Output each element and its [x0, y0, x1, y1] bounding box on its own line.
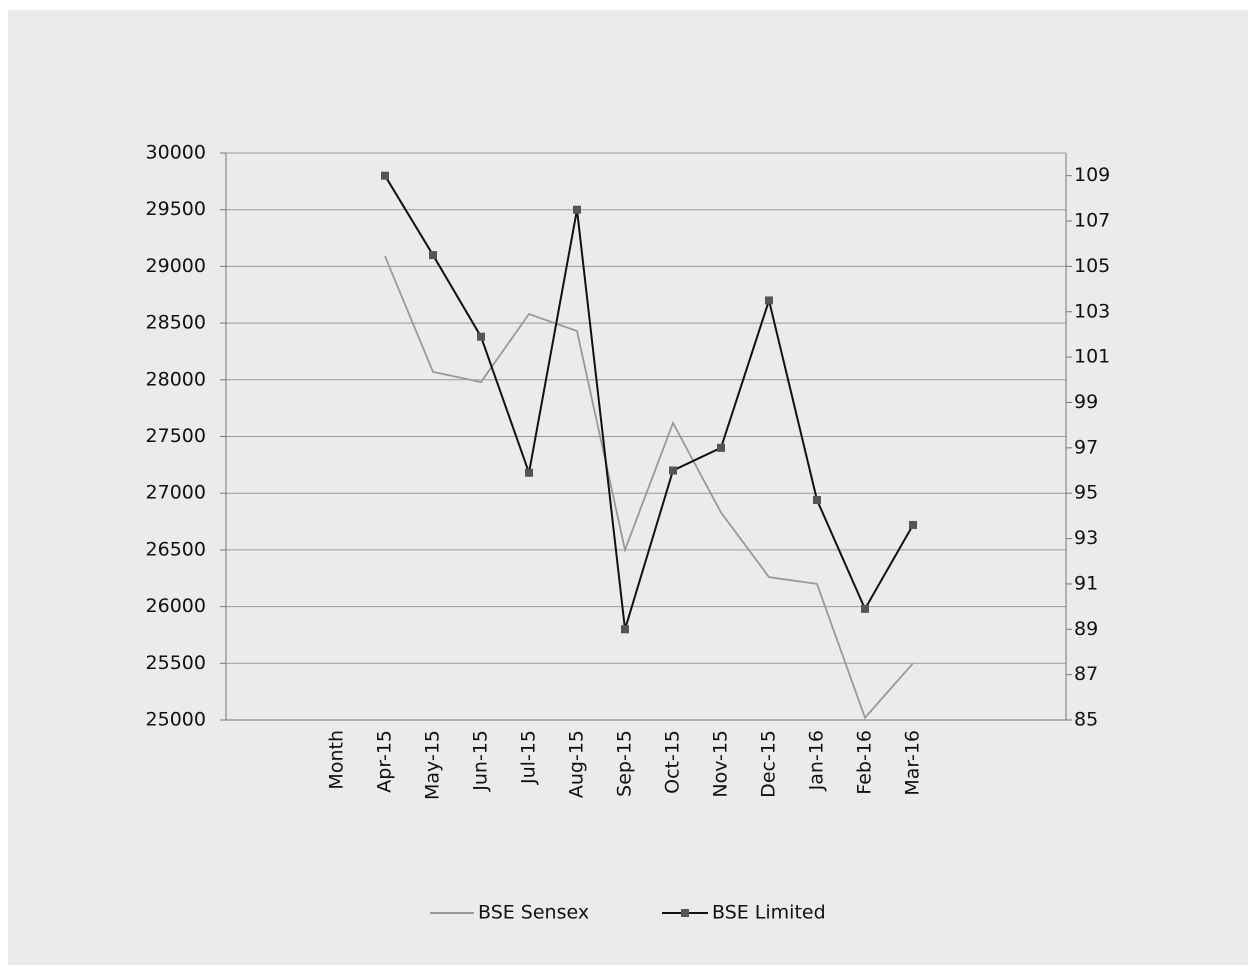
plot-area	[381, 171, 917, 720]
y2-tick-label: 107	[1074, 210, 1110, 232]
x-tick-label: Mar-16	[902, 730, 924, 796]
x-tick-label: Feb-16	[854, 730, 876, 795]
y-tick-label: 28000	[146, 368, 206, 390]
y2-tick-label: 101	[1074, 346, 1110, 368]
y2-tick-label: 93	[1074, 527, 1098, 549]
marker	[717, 443, 725, 452]
y-tick-label: 29500	[146, 198, 206, 220]
y-tick-label: 30000	[146, 142, 206, 164]
y2-tick-label: 87	[1074, 663, 1098, 685]
y2-tick-label: 103	[1074, 300, 1110, 322]
y2-tick-label: 85	[1074, 709, 1098, 731]
y-tick-label: 27500	[146, 425, 206, 447]
legend-label: BSE Sensex	[478, 902, 589, 924]
series-line	[384, 255, 914, 720]
marker	[477, 332, 485, 341]
x-tick-label: Dec-15	[758, 730, 780, 798]
marker	[381, 171, 389, 180]
chart-panel	[8, 10, 1248, 965]
y-tick-label: 28500	[146, 312, 206, 334]
y2-tick-label: 89	[1074, 618, 1098, 640]
y2-tick-label: 91	[1074, 572, 1098, 594]
marker	[525, 468, 533, 477]
y2-tick-label: 109	[1074, 164, 1110, 186]
series-line	[384, 175, 914, 630]
marker	[621, 625, 629, 634]
x-tick-label: Jun-15	[470, 730, 492, 792]
y2-tick-label: 99	[1074, 391, 1098, 413]
marker	[765, 296, 773, 305]
y2-tick-label: 97	[1074, 436, 1098, 458]
x-tick-label: Apr-15	[374, 730, 396, 793]
y-tick-label: 25000	[146, 709, 206, 731]
y-tick-label: 26500	[146, 538, 206, 560]
x-tick-label: Month	[326, 730, 348, 790]
marker	[813, 496, 821, 505]
marker	[573, 205, 581, 214]
legend-label: BSE Limited	[712, 902, 826, 924]
labels: 25000 25500 26000 26500 27000 27500 28000 28500…	[146, 142, 1111, 924]
y-tick-label: 26000	[146, 595, 206, 617]
marker	[669, 466, 677, 475]
marker	[909, 520, 917, 529]
grid	[220, 152, 1072, 721]
marker	[861, 604, 869, 613]
y2-tick-label: 105	[1074, 255, 1110, 277]
x-tick-label: May-15	[422, 730, 444, 800]
y-tick-label: 25500	[146, 652, 206, 674]
x-tick-label: Oct-15	[662, 730, 684, 794]
y-tick-label: 27000	[146, 482, 206, 504]
x-tick-label: Nov-15	[710, 730, 732, 798]
y-tick-label: 29000	[146, 255, 206, 277]
marker	[429, 251, 437, 260]
x-tick-label: Aug-15	[566, 730, 588, 798]
x-tick-label: Jan-16	[806, 730, 828, 791]
x-tick-label: Sep-15	[614, 730, 636, 797]
legend-marker	[681, 909, 689, 917]
y2-tick-label: 95	[1074, 482, 1098, 504]
x-tick-label: Jul-15	[518, 730, 540, 785]
